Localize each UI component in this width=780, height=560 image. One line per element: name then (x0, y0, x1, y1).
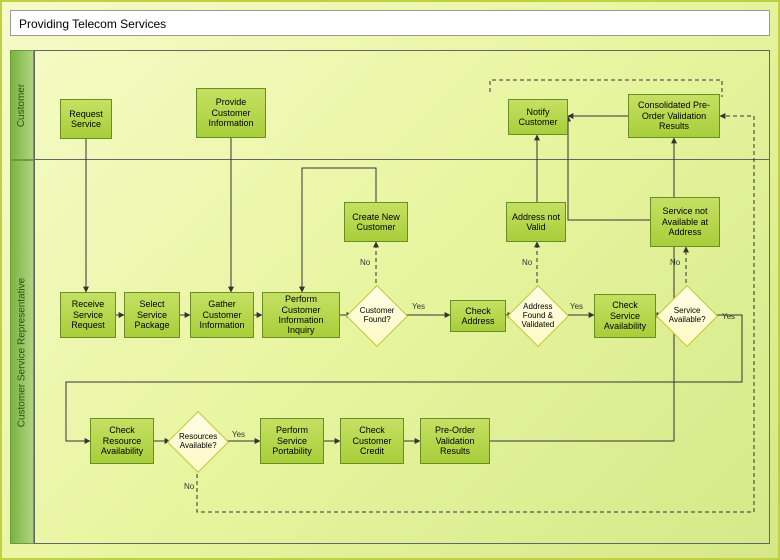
swimlane-frame: Providing Telecom Services Customer Cust… (0, 0, 780, 560)
node-check-credit: Check Customer Credit (340, 418, 404, 464)
node-check-res-avail: Check Resource Availability (90, 418, 154, 464)
lane-customer-label: Customer (17, 83, 28, 126)
node-check-svc-avail: Check Service Availability (594, 294, 656, 338)
node-svc-not-avail: Service not Available at Address (650, 197, 720, 247)
node-receive-req: Receive Service Request (60, 292, 116, 338)
node-request-service: Request Service (60, 99, 112, 139)
node-gather-info: Gather Customer Information (190, 292, 254, 338)
lane-customer: Customer (10, 50, 34, 160)
lane-divider (34, 159, 770, 160)
edge-label-ra-no: No (184, 482, 194, 491)
lane-csr-label: Customer Service Representative (17, 277, 28, 427)
node-create-customer: Create New Customer (344, 202, 408, 242)
node-provide-info: Provide Customer Information (196, 88, 266, 138)
edge-label-sa-yes: Yes (722, 312, 735, 321)
node-perform-port: Perform Service Portability (260, 418, 324, 464)
edge-label-av-no: No (522, 258, 532, 267)
node-select-pkg: Select Service Package (124, 292, 180, 338)
title-bar: Providing Telecom Services (10, 10, 770, 36)
edge-label-cf-yes: Yes (412, 302, 425, 311)
lane-csr: Customer Service Representative (10, 160, 34, 544)
node-perform-inquiry: Perform Customer Information Inquiry (262, 292, 340, 338)
edge-label-sa-no: No (670, 258, 680, 267)
node-notify-customer: Notify Customer (508, 99, 568, 135)
edge-label-av-yes: Yes (570, 302, 583, 311)
node-preorder-results: Pre-Order Validation Results (420, 418, 490, 464)
edge-label-ra-yes: Yes (232, 430, 245, 439)
diagram-title: Providing Telecom Services (19, 17, 166, 31)
edge-label-cf-no: No (360, 258, 370, 267)
node-address-not-valid: Address not Valid (506, 202, 566, 242)
node-check-address: Check Address (450, 300, 506, 332)
node-consolidated: Consolidated Pre-Order Validation Result… (628, 94, 720, 138)
